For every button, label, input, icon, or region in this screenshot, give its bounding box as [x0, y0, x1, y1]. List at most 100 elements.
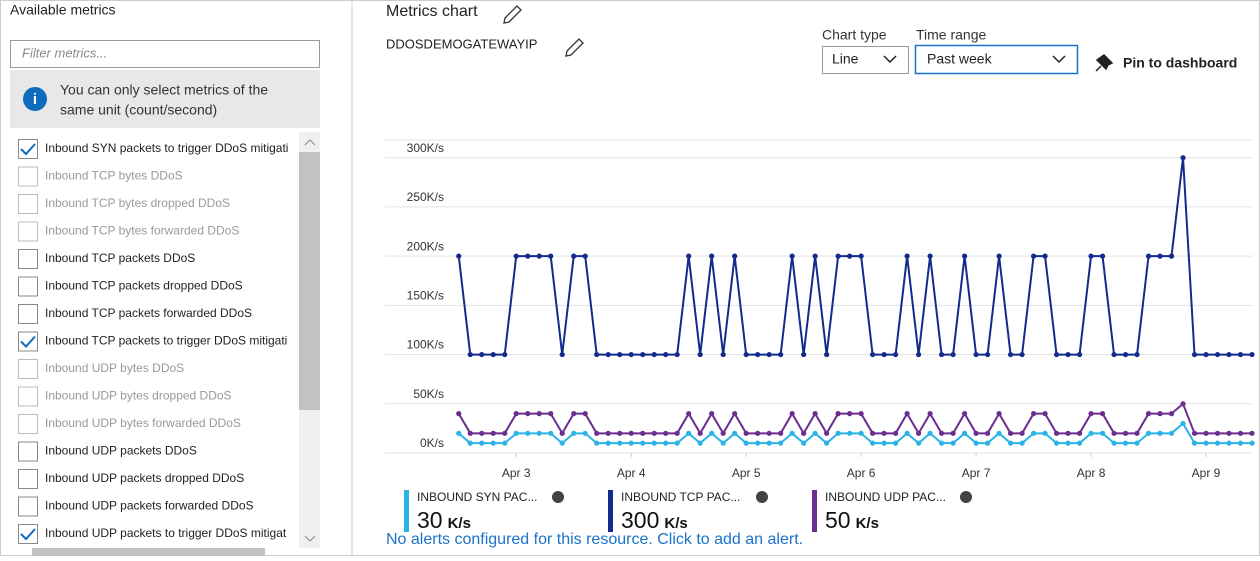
- point: [1007, 351, 1014, 358]
- point: [548, 430, 554, 436]
- info-icon: [552, 491, 564, 503]
- h-scroll-thumb[interactable]: [32, 548, 265, 556]
- point: [766, 430, 772, 436]
- metric-label[interactable]: Inbound UDP packets forwarded DDoS: [45, 499, 254, 513]
- point: [456, 411, 462, 417]
- point: [663, 351, 669, 358]
- legend-value: 30: [417, 507, 443, 533]
- scroll-down[interactable]: [304, 535, 316, 542]
- metric-label[interactable]: Inbound TCP bytes DDoS: [45, 169, 183, 183]
- point: [904, 430, 910, 436]
- metric-label[interactable]: Inbound UDP packets DDoS: [45, 444, 197, 458]
- info-box: [10, 70, 320, 128]
- y-tick-label: 200K/s: [407, 239, 444, 253]
- metric-label[interactable]: Inbound TCP packets to trigger DDoS miti…: [45, 334, 287, 348]
- point: [1111, 430, 1117, 436]
- checkbox[interactable]: [18, 441, 38, 462]
- point: [996, 430, 1002, 436]
- chart-heading: Metrics chart: [386, 3, 478, 20]
- metric-label[interactable]: Inbound UDP packets dropped DDoS: [45, 471, 244, 485]
- checkbox[interactable]: [18, 496, 38, 517]
- metric-label[interactable]: Inbound TCP packets dropped DDoS: [45, 279, 243, 293]
- checkbox[interactable]: [18, 331, 38, 352]
- point: [984, 430, 991, 436]
- checkbox[interactable]: [18, 469, 38, 489]
- pin-icon[interactable]: [1095, 54, 1114, 72]
- point: [1249, 440, 1255, 446]
- point: [1237, 430, 1244, 436]
- checkbox[interactable]: [18, 249, 38, 269]
- point: [778, 351, 784, 358]
- metric-label[interactable]: Inbound TCP bytes dropped DDoS: [45, 196, 230, 210]
- edit-icon[interactable]: [565, 38, 584, 57]
- metric-label[interactable]: Inbound UDP bytes dropped DDoS: [45, 389, 232, 403]
- checkbox[interactable]: [18, 386, 38, 407]
- point: [594, 430, 600, 436]
- point: [456, 253, 462, 259]
- point: [824, 440, 830, 446]
- point: [847, 411, 853, 417]
- point: [720, 440, 726, 446]
- metric-label[interactable]: Inbound TCP bytes forwarded DDoS: [45, 224, 239, 238]
- edit-icon[interactable]: [503, 5, 522, 24]
- point: [467, 430, 473, 436]
- metric-label[interactable]: Inbound UDP bytes DDoS: [45, 361, 184, 375]
- checkbox[interactable]: [18, 414, 38, 434]
- checkbox[interactable]: [18, 194, 38, 214]
- point: [479, 430, 485, 436]
- point: [950, 440, 956, 446]
- point: [1076, 430, 1083, 436]
- point: [513, 253, 519, 259]
- point: [1134, 351, 1140, 358]
- point: [1168, 430, 1175, 436]
- point: [651, 440, 657, 446]
- metric-label[interactable]: Inbound UDP bytes forwarded DDoS: [45, 416, 241, 430]
- point: [1065, 440, 1071, 446]
- chart-type-value: Line: [832, 51, 859, 67]
- legend-name[interactable]: INBOUND SYN PAC...: [417, 490, 537, 504]
- series-line: [458, 421, 1252, 445]
- point: [1168, 253, 1175, 259]
- checkbox[interactable]: [18, 359, 38, 379]
- checkbox[interactable]: [18, 524, 38, 544]
- metric-label[interactable]: Inbound SYN packets to trigger DDoS miti…: [45, 141, 288, 155]
- point: [870, 430, 876, 436]
- point: [904, 411, 910, 417]
- chart-type-select[interactable]: [822, 46, 909, 74]
- scroll-up[interactable]: [304, 139, 316, 146]
- checkbox[interactable]: [18, 304, 38, 324]
- point: [801, 351, 807, 358]
- metric-label[interactable]: Inbound UDP packets to trigger DDoS miti…: [45, 526, 287, 540]
- y-tick-label: 300K/s: [407, 141, 444, 155]
- point: [1191, 351, 1198, 358]
- point: [1122, 351, 1129, 358]
- metric-label[interactable]: Inbound TCP packets forwarded DDoS: [45, 306, 252, 320]
- checkbox[interactable]: [18, 166, 38, 187]
- point: [617, 351, 623, 358]
- point: [559, 351, 565, 358]
- x-tick-label: Apr 5: [732, 466, 761, 480]
- legend-swatch: [404, 490, 409, 532]
- filter-input[interactable]: [10, 40, 320, 68]
- point: [628, 430, 634, 436]
- legend-name[interactable]: INBOUND UDP PAC...: [825, 490, 946, 504]
- checkbox[interactable]: [18, 276, 38, 297]
- scroll-thumb[interactable]: [299, 152, 320, 410]
- checkbox[interactable]: [18, 139, 38, 159]
- pin-button[interactable]: Pin to dashboard: [1123, 55, 1237, 71]
- alert-link[interactable]: No alerts configured for this resource. …: [386, 531, 803, 548]
- legend-name[interactable]: INBOUND TCP PAC...: [621, 490, 740, 504]
- point: [732, 430, 738, 436]
- point: [709, 253, 715, 259]
- point: [1203, 351, 1209, 358]
- panel-title: Available metrics: [10, 2, 116, 18]
- point: [961, 253, 968, 259]
- checkbox[interactable]: [18, 221, 38, 242]
- time-range-select[interactable]: [914, 44, 1079, 75]
- metric-label[interactable]: Inbound TCP packets DDoS: [45, 251, 195, 265]
- point: [663, 430, 669, 436]
- point: [835, 253, 841, 259]
- point: [801, 440, 807, 446]
- point: [961, 430, 968, 436]
